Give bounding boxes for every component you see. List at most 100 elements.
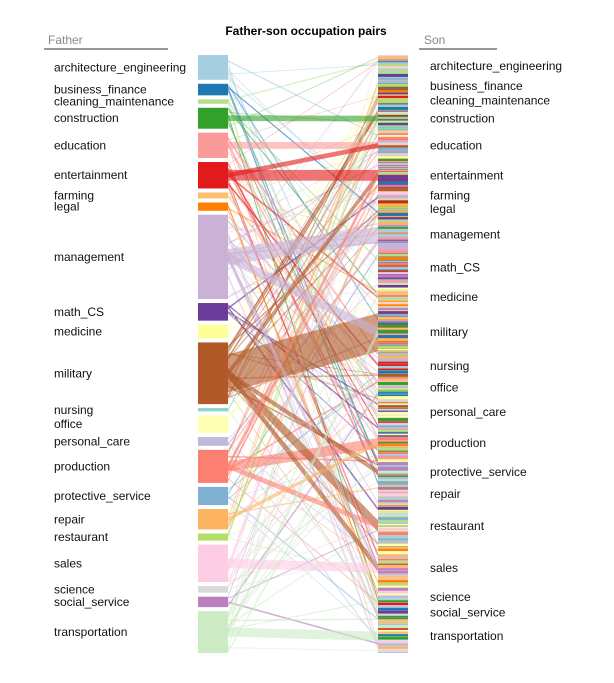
father-bar-repair	[198, 509, 228, 530]
son-stripe-production	[378, 441, 408, 444]
flow-social-service-to-farming	[227, 195, 379, 597]
son-stripe-production	[378, 451, 408, 454]
flow-sales-to-repair	[227, 502, 379, 563]
father-axis-label: Father	[48, 33, 83, 47]
son-stripe-nursing	[378, 361, 408, 364]
father-label-legal: legal	[54, 200, 79, 214]
son-label-medicine: medicine	[430, 290, 478, 304]
son-stripe-personal-care	[378, 405, 408, 408]
flow-entertainment-to-education	[228, 143, 378, 178]
son-stripe-personal-care	[378, 399, 408, 402]
father-bar-architecture-engineering	[198, 55, 228, 80]
son-stripe-education	[378, 156, 408, 159]
father-bar-entertainment	[198, 162, 228, 189]
son-stripe-legal	[378, 212, 408, 216]
son-stripe-sales	[378, 585, 408, 588]
flow-entertainment-to-entertainment	[228, 169, 378, 181]
son-stripe-cleaning-maintenance	[378, 98, 408, 102]
son-stripe-transportation	[378, 631, 408, 634]
son-stripe-management	[378, 226, 408, 229]
son-stripe-education	[378, 147, 408, 151]
son-stripe-sales	[378, 563, 408, 565]
flow-military-to-military	[228, 313, 378, 393]
son-bar-construction	[378, 106, 408, 131]
son-bar-science	[378, 587, 408, 606]
son-label-social-service: social_service	[430, 606, 506, 620]
son-stripe-management	[378, 239, 408, 241]
son-stripe-military	[378, 316, 408, 320]
son-stripe-restaurant	[378, 535, 408, 539]
son-bar-restaurant	[378, 503, 408, 549]
son-stripe-construction	[378, 119, 408, 121]
son-label-transportation: transportation	[430, 629, 503, 643]
son-stripe-education	[378, 142, 408, 145]
son-label-management: management	[430, 228, 501, 242]
son-stripe-legal	[378, 210, 408, 213]
son-stripe-math-cs	[378, 260, 408, 263]
son-stripe-sales	[378, 554, 408, 557]
son-stripe-military	[378, 322, 408, 325]
son-stripe-production	[378, 437, 408, 440]
son-stripe-military	[378, 344, 408, 346]
son-bar-office	[378, 378, 408, 397]
son-stripe-medicine	[378, 291, 408, 295]
son-stripe-legal	[378, 216, 408, 218]
son-stripe-nursing	[378, 370, 408, 374]
son-stripe-repair	[378, 484, 408, 488]
son-stripe-restaurant	[378, 528, 408, 532]
father-bar-personal-care	[198, 437, 228, 446]
son-stripe-transportation	[378, 630, 408, 632]
son-labels: architecture_engineering business_finance…	[430, 59, 562, 643]
son-stripe-restaurant	[378, 517, 408, 520]
son-stripe-protective-service	[378, 477, 408, 479]
son-stripe-nursing	[378, 353, 408, 356]
father-bar-social-service	[198, 596, 228, 608]
father-label-sales: sales	[54, 556, 82, 570]
father-bar-science	[198, 586, 228, 593]
flow-transportation-to-restaurant	[227, 526, 379, 626]
son-stripe-production	[378, 443, 408, 446]
son-stripe-production	[378, 445, 408, 447]
son-stripe-management	[378, 232, 408, 234]
son-stripe-business-finance	[378, 82, 408, 84]
flow-repair-to-business-finance	[227, 82, 379, 520]
son-bar-nursing	[378, 353, 408, 379]
son-stripe-medicine	[378, 294, 408, 298]
son-stripe-math-cs	[378, 269, 408, 272]
son-stripe-restaurant	[378, 524, 408, 526]
father-bar-math-cs	[198, 303, 228, 321]
son-stripe-social-service	[378, 613, 408, 616]
son-bar-legal	[378, 200, 408, 218]
son-stripe-transportation	[378, 640, 408, 643]
son-stripe-restaurant	[378, 511, 408, 514]
son-stripe-math-cs	[378, 267, 408, 270]
son-stripe-medicine	[378, 308, 408, 311]
father-label-architecture-engineering: architecture_engineering	[54, 60, 186, 74]
son-stripe-social-service	[378, 610, 408, 614]
son-stripe-architecture-engineering	[378, 62, 408, 64]
son-stripe-restaurant	[378, 507, 408, 510]
flow-transportation-to-transportation	[227, 647, 379, 652]
son-stripe-entertainment	[378, 184, 408, 188]
father-bar-protective-service	[198, 486, 228, 506]
son-stripe-office	[378, 385, 408, 389]
father-bar-transportation	[198, 611, 228, 653]
son-bar-social-service	[378, 605, 408, 620]
son-stripe-personal-care	[378, 418, 408, 422]
son-stripe-military	[378, 338, 408, 342]
flow-repair-to-personal-care	[227, 398, 379, 524]
father-label-personal-care: personal_care	[54, 434, 130, 448]
son-stripe-business-finance	[378, 92, 408, 95]
son-stripe-production	[378, 454, 408, 456]
son-bar-transportation	[378, 619, 408, 653]
son-stripe-medicine	[378, 304, 408, 306]
flow-management-to-education	[227, 150, 379, 229]
son-stripe-protective-service	[378, 465, 408, 467]
son-stripe-construction	[378, 110, 408, 112]
son-stripe-transportation	[378, 636, 408, 640]
son-stripe-construction	[378, 115, 408, 117]
son-stripe-cleaning-maintenance	[378, 94, 408, 96]
flow-business-finance-to-protective-service	[227, 89, 379, 484]
son-stripe-entertainment	[378, 181, 408, 185]
